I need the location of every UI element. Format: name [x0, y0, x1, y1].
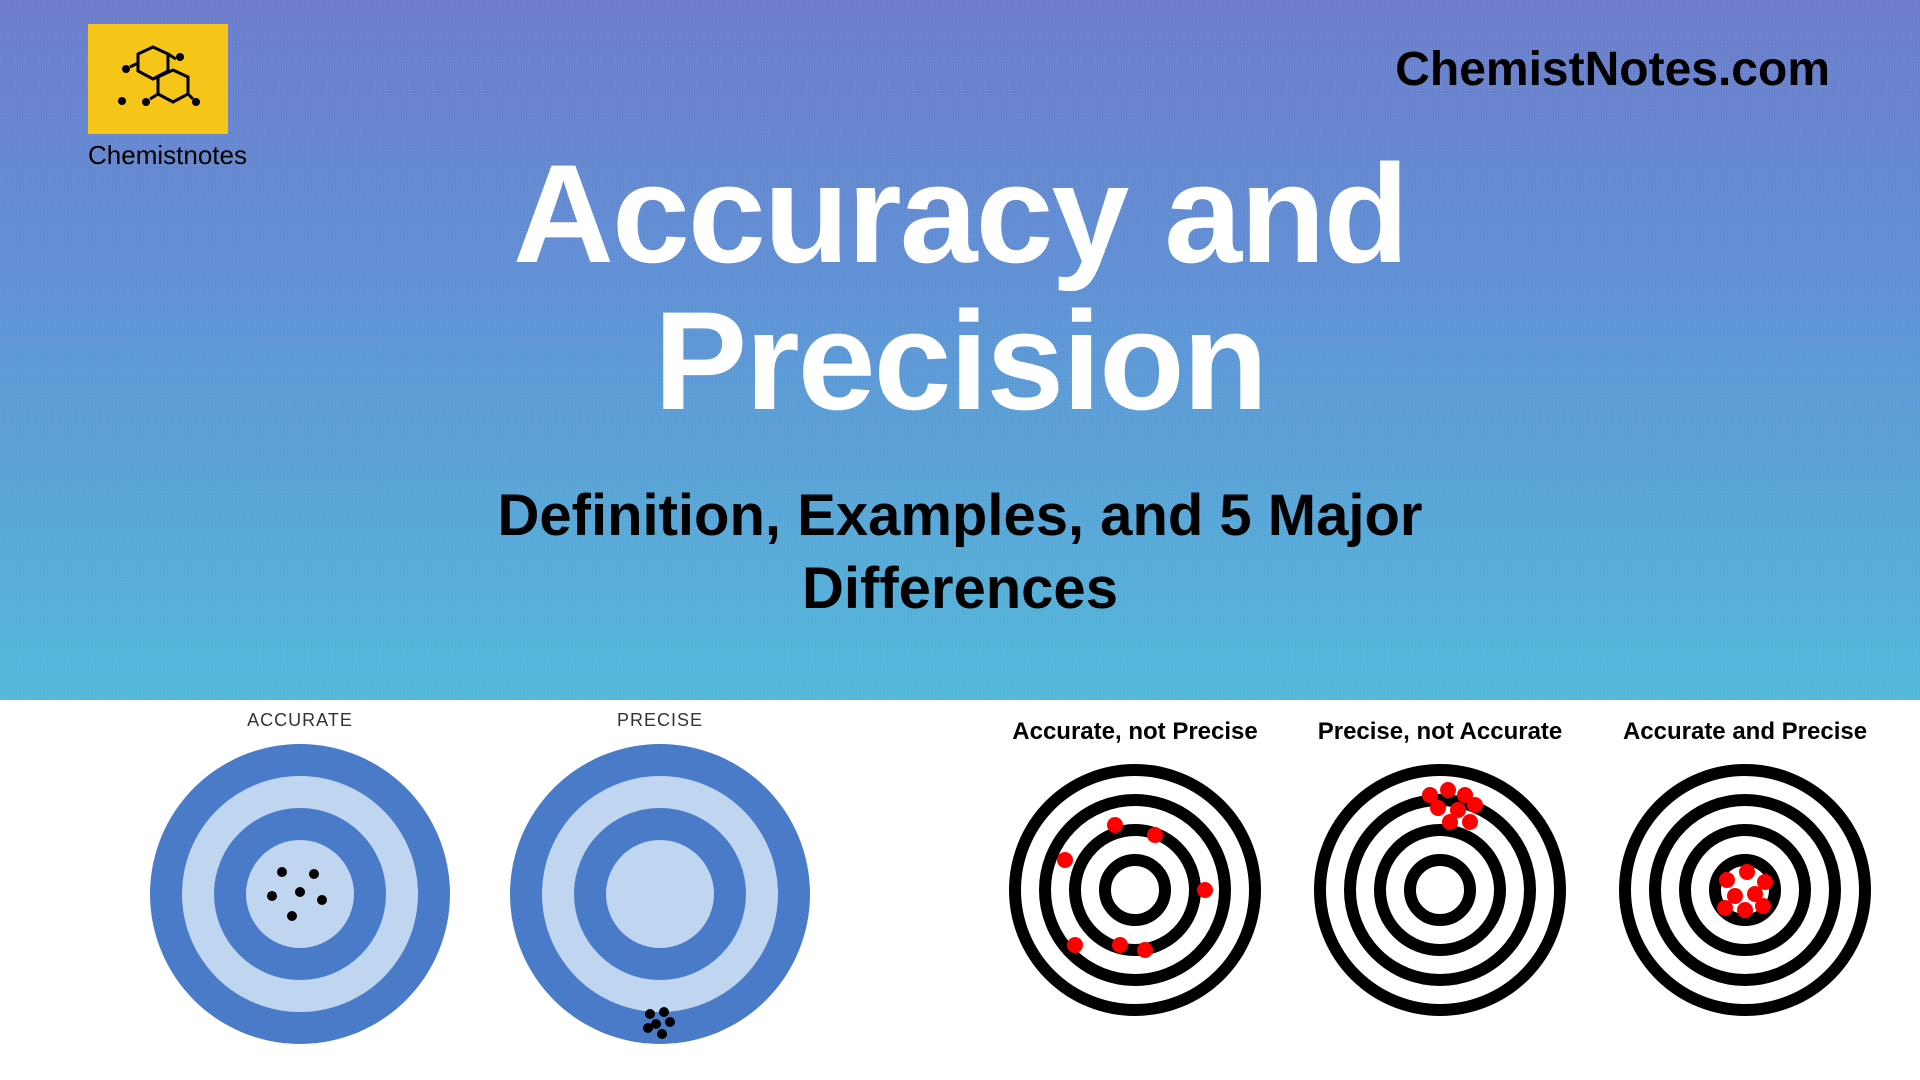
bw-target-diagram: [1310, 760, 1570, 1020]
target-col: PRECISE: [505, 710, 815, 1049]
blue-target-diagram: [145, 739, 455, 1049]
header-banner: Chemistnotes ChemistNotes.com Accuracy a…: [0, 0, 1920, 700]
bw-target-diagram: [1005, 760, 1265, 1020]
target-label: Accurate and Precise: [1623, 718, 1867, 746]
logo-square: [88, 24, 228, 134]
subtitle-line-2: Differences: [802, 556, 1118, 621]
molecule-icon: [108, 39, 208, 119]
target-col: Accurate, not Precise: [1005, 718, 1265, 1020]
subtitle-line-1: Definition, Examples, and 5 Major: [498, 483, 1423, 548]
target-label: Precise, not Accurate: [1318, 718, 1563, 746]
blue-targets-panel: ACCURATE PRECISE: [0, 700, 960, 1080]
title-line-1: Accuracy and: [513, 135, 1407, 292]
target-col: Accurate and Precise: [1615, 718, 1875, 1020]
bw-target-diagram: [1615, 760, 1875, 1020]
bw-targets-panel: Accurate, not Precise Precise, not Accura…: [960, 700, 1920, 1080]
target-label: PRECISE: [617, 710, 703, 731]
target-label: ACCURATE: [247, 710, 353, 731]
title-line-2: Precision: [654, 282, 1266, 439]
subtitle: Definition, Examples, and 5 Major Differ…: [0, 480, 1920, 625]
target-label: Accurate, not Precise: [1012, 718, 1257, 746]
target-col: ACCURATE: [145, 710, 455, 1049]
brand-text: ChemistNotes.com: [1395, 42, 1830, 97]
blue-target-diagram: [505, 739, 815, 1049]
main-title: Accuracy and Precision: [0, 140, 1920, 434]
diagram-row: ACCURATE PRECISE Accurate, not Precise Pre…: [0, 700, 1920, 1080]
target-col: Precise, not Accurate: [1310, 718, 1570, 1020]
